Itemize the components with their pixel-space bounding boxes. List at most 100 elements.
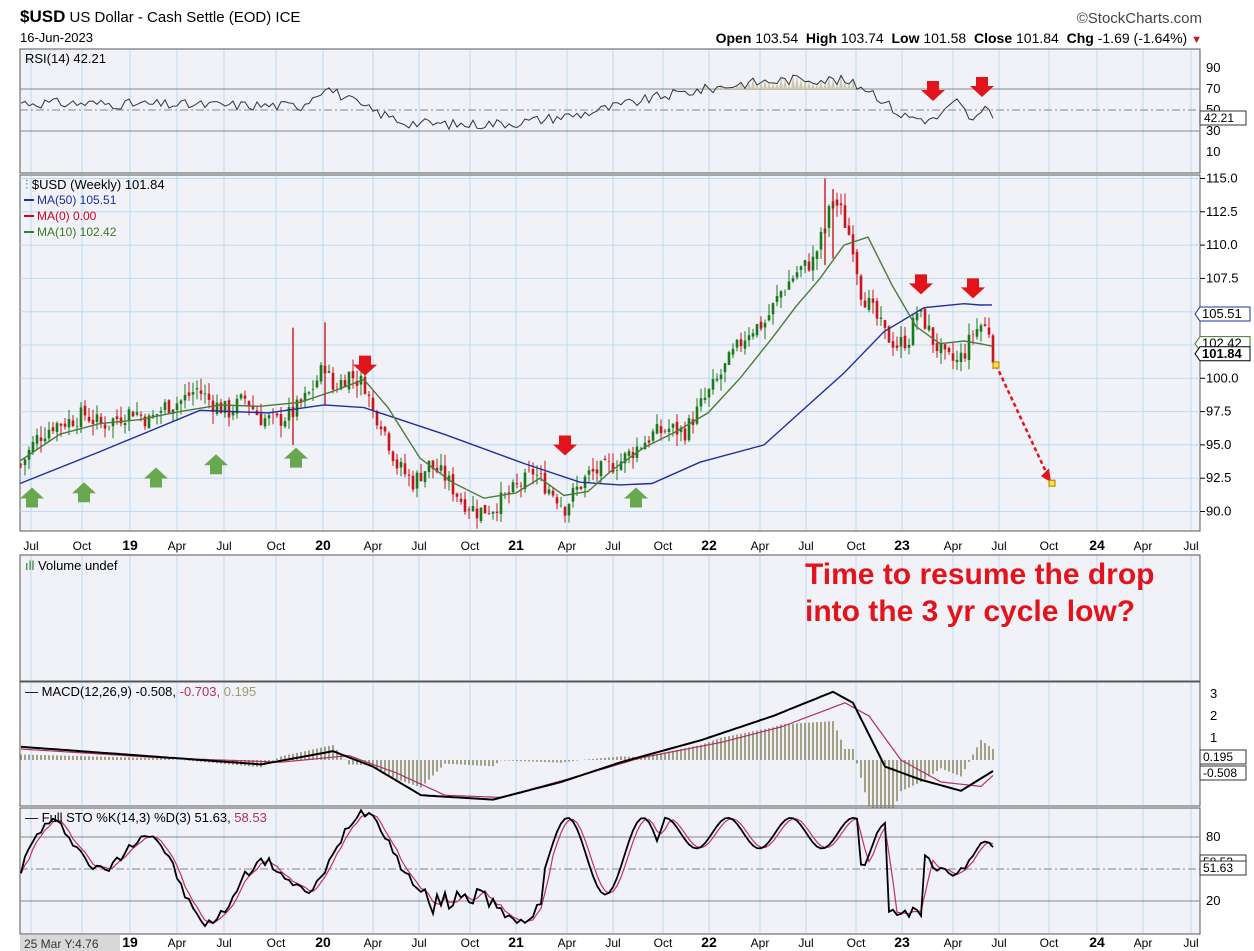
macd-histogram <box>20 721 994 832</box>
green-up-arrow-icon <box>624 487 648 508</box>
volume-grid <box>30 556 1192 680</box>
x-tick-label: Jul <box>991 539 1006 553</box>
x-tick-label: Oct <box>461 936 480 950</box>
price-title-text: $USD (Weekly) 101.84 <box>32 177 165 192</box>
y-tick-label: 97.5 <box>1206 404 1231 419</box>
chart-title: $USD US Dollar - Cash Settle (EOD) ICE <box>20 7 300 27</box>
x-tick-label: Apr <box>944 936 963 950</box>
x-tick-label: Oct <box>73 539 92 553</box>
rsi-grid <box>30 50 1192 172</box>
exchange: ICE <box>275 9 301 26</box>
macd-value-label: -0.508 <box>1203 766 1237 780</box>
green-up-arrow-icon <box>204 454 228 475</box>
x-tick-label: Apr <box>944 539 963 553</box>
macd-tick-label: 1 <box>1210 730 1217 745</box>
footer-label-text: 25 Mar Y:4.76 <box>24 937 99 951</box>
x-tick-label: 24 <box>1089 537 1105 553</box>
x-tick-label: Apr <box>1134 936 1153 950</box>
macd-title-hist: 0.195 <box>224 684 257 699</box>
x-tick-label: 19 <box>122 934 138 950</box>
macd-title-marker: — <box>25 684 42 699</box>
macd-title: — MACD(12,26,9) -0.508, -0.703, 0.195 <box>25 684 256 699</box>
price-arrows <box>20 274 985 508</box>
open-label: Open <box>715 30 752 46</box>
x-tick-label: 22 <box>701 934 717 950</box>
sto-k-label-box <box>1199 860 1247 876</box>
x-tick-label: Apr <box>168 539 187 553</box>
side-label-text: 105.51 <box>1202 306 1242 321</box>
low-label: Low <box>891 30 920 46</box>
rsi-line <box>20 74 994 131</box>
rsi-last-value: 42.21 <box>1204 111 1234 125</box>
macd-panel: — MACD(12,26,9) -0.508, -0.703, 0.195 3 2… <box>19 681 1247 832</box>
legend-label: MA(0) 0.00 <box>37 209 97 223</box>
sto-title-marker: — <box>25 810 42 825</box>
x-tick-label: Apr <box>751 539 770 553</box>
sto-tick-label: 80 <box>1206 829 1220 844</box>
sto-title-d: 58.53 <box>234 810 267 825</box>
side-label-text: 101.84 <box>1202 346 1243 361</box>
sto-k-label: 51.63 <box>1203 861 1233 875</box>
x-tick-label: Oct <box>654 936 673 950</box>
green-up-arrow-icon <box>72 482 96 503</box>
x-tick-label: 22 <box>701 537 717 553</box>
volume-title: ıll Volume undef <box>25 558 118 573</box>
y-tick-label: 110.0 <box>1206 237 1238 252</box>
y-tick-label: 100.0 <box>1206 370 1239 385</box>
x-tick-label: Apr <box>558 936 577 950</box>
side-label-box <box>1194 306 1251 322</box>
x-tick-label: Jul <box>605 936 620 950</box>
sto-k-line <box>20 808 994 928</box>
x-tick-label: Oct <box>267 936 286 950</box>
x-tick-label: Oct <box>847 936 866 950</box>
red-down-arrow-icon <box>553 435 577 456</box>
y-tick-label: 115.0 <box>1206 171 1238 186</box>
y-tick-label: 112.5 <box>1206 204 1238 219</box>
rsi-arrows <box>921 77 994 101</box>
rsi-tick-label: 10 <box>1206 144 1220 159</box>
x-tick-label: 20 <box>315 537 331 553</box>
x-tick-label: Jul <box>798 539 813 553</box>
x-tick-label: 23 <box>894 934 910 950</box>
rsi-tick-label: 90 <box>1206 60 1220 75</box>
macd-line <box>20 690 994 801</box>
sto-title: — Full STO %K(14,3) %D(3) 51.63, 58.53 <box>25 810 267 825</box>
stockcharts-logo: ©StockCharts.com <box>1076 10 1202 27</box>
x-tick-label: Jul <box>216 539 231 553</box>
high-value: 103.74 <box>840 30 884 46</box>
bar-chart-icon: ıll <box>25 558 38 573</box>
down-triangle-icon: ▼ <box>1191 34 1202 46</box>
open-value: 103.54 <box>755 30 799 46</box>
footer-label: 25 Mar Y:4.76 <box>20 935 120 951</box>
sto-d-line <box>20 812 994 924</box>
x-tick-label: Jul <box>1183 936 1198 950</box>
x-tick-label: Oct <box>1040 539 1059 553</box>
x-tick-label: Apr <box>364 539 383 553</box>
rsi-last-label: 42.21 <box>1199 110 1247 126</box>
x-tick-label: Oct <box>461 539 480 553</box>
sto-tick-label: 20 <box>1206 893 1220 908</box>
x-tick-label: 21 <box>508 537 524 553</box>
x-tick-label: Jul <box>216 936 231 950</box>
forecast-projection <box>992 361 1056 487</box>
x-tick-label: Oct <box>654 539 673 553</box>
sto-title-main: Full STO %K(14,3) %D(3) 51.63, <box>42 810 235 825</box>
x-tick-label: 19 <box>122 537 138 553</box>
red-down-arrow-icon <box>921 81 945 101</box>
rsi-tick-label: 30 <box>1206 123 1220 138</box>
x-tick-label: Apr <box>364 936 383 950</box>
sto-panel: — Full STO %K(14,3) %D(3) 51.63, 58.53 8… <box>19 807 1247 935</box>
y-tick-label: 107.5 <box>1206 270 1239 285</box>
volume-title-text: Volume undef <box>38 558 118 573</box>
macd-tick-label: 3 <box>1210 686 1217 701</box>
rsi-title: RSI(14) 42.21 <box>25 51 106 66</box>
macd-tick-label: 2 <box>1210 708 1217 723</box>
chg-label: Chg <box>1066 30 1094 46</box>
close-value: 101.84 <box>1016 30 1059 46</box>
forecast-start-marker <box>992 361 1000 369</box>
close-label: Close <box>974 30 1013 46</box>
high-label: High <box>805 30 837 46</box>
x-tick-label: Oct <box>1040 936 1059 950</box>
chg-value: -1.69 (-1.64%) <box>1097 30 1188 46</box>
x-tick-label: Jul <box>991 936 1006 950</box>
